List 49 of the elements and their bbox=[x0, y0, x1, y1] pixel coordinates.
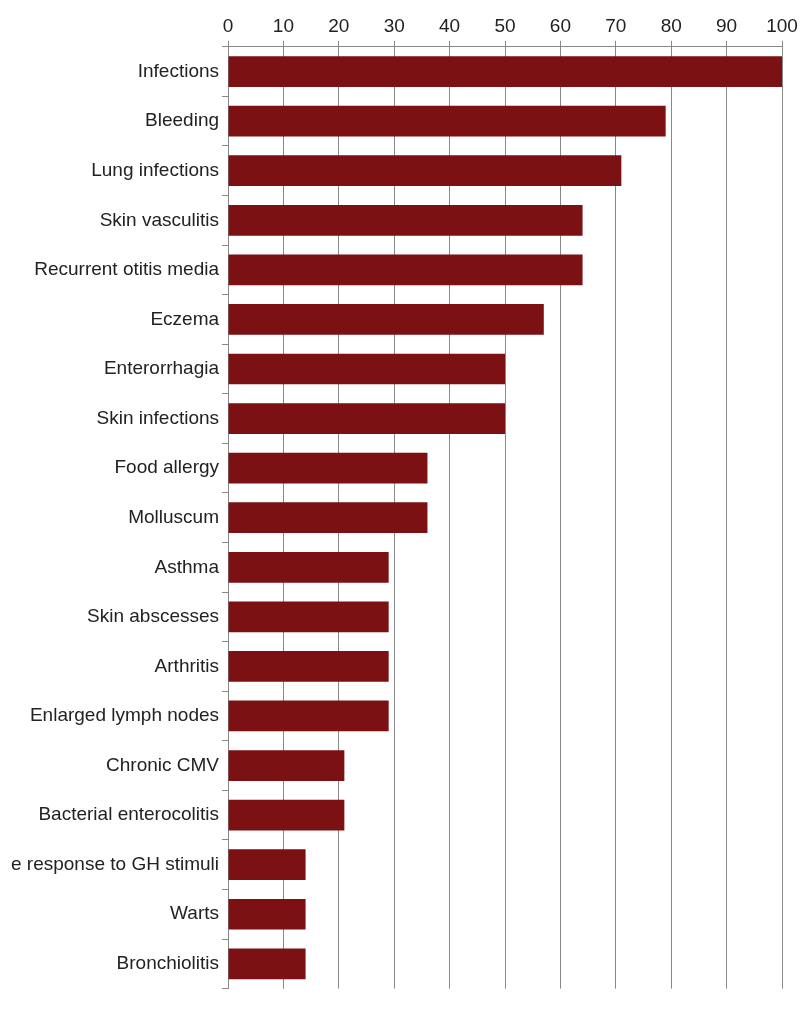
y-tick-label: Enterorrhagia bbox=[103, 357, 220, 379]
y-tick-label: Recurrent otitis media bbox=[34, 258, 220, 280]
x-tick-label: 60 bbox=[549, 14, 571, 36]
y-tick-label: Skin infections bbox=[96, 406, 220, 428]
y-tick-label: Warts bbox=[170, 902, 220, 924]
y-tick-label: Food allergy bbox=[114, 456, 220, 478]
x-tick-label: 20 bbox=[328, 14, 350, 36]
bar bbox=[228, 254, 583, 286]
bar bbox=[228, 651, 389, 682]
x-tick-label: 70 bbox=[605, 14, 627, 36]
bar bbox=[228, 155, 622, 187]
x-tick-label: 50 bbox=[494, 14, 516, 36]
bar bbox=[228, 849, 306, 881]
x-tick-label: 80 bbox=[660, 14, 682, 36]
x-tick-label: 10 bbox=[272, 14, 294, 36]
bar bbox=[228, 105, 666, 137]
y-tick-label: Bronchiolitis bbox=[116, 952, 220, 974]
y-tick-label: Bleeding bbox=[145, 109, 220, 131]
x-tick-label: 90 bbox=[716, 14, 738, 36]
y-tick-label: Enlarged lymph nodes bbox=[29, 704, 220, 726]
y-tick-label: Skin abscesses bbox=[87, 605, 220, 627]
y-tick-label: e response to GH stimuli bbox=[10, 852, 220, 874]
bar bbox=[228, 304, 544, 335]
bar bbox=[228, 56, 782, 87]
y-tick-label: Skin vasculitis bbox=[99, 208, 220, 230]
x-tick-label: 100 bbox=[766, 14, 798, 36]
bar bbox=[228, 750, 345, 781]
bar bbox=[228, 551, 389, 583]
bar bbox=[228, 452, 428, 484]
bar bbox=[228, 502, 428, 534]
y-tick-label: Infections bbox=[137, 59, 220, 81]
y-tick-label: Lung infections bbox=[91, 158, 220, 180]
bar bbox=[228, 601, 389, 633]
bar bbox=[228, 898, 306, 930]
y-tick-label: Asthma bbox=[154, 555, 220, 577]
y-tick-label: Chronic CMV bbox=[106, 753, 220, 775]
x-tick-label: 40 bbox=[439, 14, 461, 36]
bar bbox=[228, 353, 506, 385]
bar bbox=[228, 799, 345, 831]
y-tick-label: Arthritis bbox=[154, 654, 220, 676]
x-tick-label: 30 bbox=[383, 14, 405, 36]
bar bbox=[228, 403, 506, 434]
bar bbox=[228, 204, 583, 236]
bar bbox=[228, 948, 306, 980]
y-tick-label: Bacterial enterocolitis bbox=[38, 803, 220, 825]
y-tick-label: Eczema bbox=[150, 307, 220, 329]
x-tick-label: 0 bbox=[222, 14, 234, 36]
bar bbox=[228, 700, 389, 732]
y-tick-label: Molluscum bbox=[128, 505, 220, 527]
